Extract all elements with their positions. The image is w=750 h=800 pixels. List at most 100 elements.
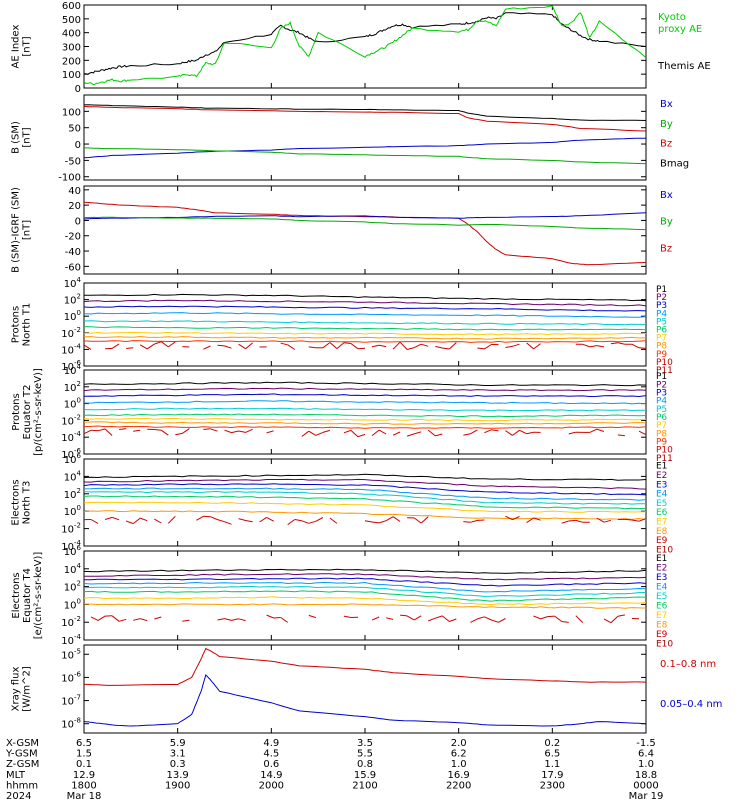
y-tick-label: 20: [68, 201, 81, 212]
plot-area: [84, 293, 646, 350]
series-p10-segment: [119, 428, 127, 430]
legend-entry: proxy AE: [658, 24, 702, 35]
legend-entry: E5: [656, 499, 667, 509]
series-p7: [84, 331, 646, 336]
series-p10-segment: [568, 431, 576, 435]
series-e9-segment: [308, 520, 316, 524]
series-e9-segment: [498, 618, 506, 623]
legend-entry: P5: [656, 405, 667, 415]
series-p10-segment: [617, 342, 626, 345]
series-e9-segment: [554, 615, 563, 622]
footer-cell: 5.9: [170, 738, 186, 749]
series-e9-segment: [315, 517, 324, 522]
y-axis-label: Equator T2: [22, 385, 33, 440]
orbit-footer-table: X-GSM 6.5 5.9 4.9 3.5 2.0 0.2 -1.5 Y-GSM 1.5 3.1 4.…: [5, 738, 663, 800]
series-p9: [84, 425, 646, 429]
series-p1: [84, 381, 646, 387]
series-p10-segment: [97, 428, 106, 432]
series-e9-segment: [154, 518, 162, 524]
y-tick-label: 10-2: [61, 326, 81, 340]
series-p10-segment: [322, 342, 331, 349]
legend-entry: E7: [656, 517, 667, 527]
series-e9-segment: [477, 616, 485, 620]
series-e9-segment: [126, 520, 134, 525]
series-p10-segment: [154, 341, 162, 345]
series-p10-segment: [336, 342, 345, 349]
legend-entry: P3: [656, 388, 667, 398]
series-p10-segment: [505, 345, 513, 348]
y-tick-label: 100: [64, 309, 81, 323]
legend-entry: 0.05–0.4 nm: [660, 699, 722, 710]
series-e9-segment: [470, 519, 478, 523]
y-tick-label: 10-5: [61, 647, 81, 661]
series-e1: [84, 568, 646, 574]
legend-entry: P7: [656, 334, 667, 344]
legend-entry: P9: [656, 438, 667, 448]
series-e9-segment: [533, 615, 541, 620]
series-p10-segment: [266, 430, 274, 434]
series-p8: [84, 421, 646, 425]
series-e9-segment: [526, 517, 534, 524]
series-p10-segment: [139, 344, 148, 350]
series-bx: [84, 212, 646, 220]
series-p10-segment: [343, 429, 352, 434]
series-p10-segment: [104, 428, 113, 436]
series-e9-segment: [287, 519, 296, 526]
y-tick-label: -40: [65, 247, 81, 258]
series-p10-segment: [505, 430, 513, 436]
legend-entry: Bz: [660, 139, 672, 150]
legend-entry: E3: [656, 480, 667, 490]
series-p9: [84, 340, 646, 343]
y-tick-label: 100: [64, 397, 81, 411]
legend-entry: E3: [656, 573, 667, 583]
footer-row-label: 2024: [6, 791, 31, 800]
legend-entry: Bz: [660, 243, 672, 254]
series-e9-segment: [224, 618, 232, 621]
series-e9-segment: [596, 517, 605, 523]
legend-entry: E7: [656, 611, 667, 621]
y-tick-label: 10-4: [61, 342, 81, 356]
series-p10-segment: [427, 429, 436, 437]
legend: 0.1–0.8 nm 0.05–0.4 nm: [660, 659, 722, 710]
legend-entry: Kyoto: [658, 12, 686, 23]
footer-cell: 1800: [71, 780, 96, 791]
y-tick-label: -60: [65, 262, 81, 273]
legend-entry: E9: [656, 536, 668, 546]
series-e9-segment: [491, 619, 499, 623]
series-e9-segment: [266, 516, 274, 522]
footer-cell: 6.5: [544, 749, 560, 760]
legend-entry: Bx: [660, 190, 673, 201]
series-p10-segment: [435, 433, 443, 437]
legend-entry: E6: [656, 601, 668, 611]
series-p10-segment: [175, 432, 183, 436]
footer-cell: 4.9: [263, 738, 279, 749]
series-e9-segment: [224, 521, 232, 525]
y-tick-label: 10-4: [61, 539, 81, 553]
series-e9-segment: [308, 614, 316, 619]
y-tick-label: 102: [64, 380, 81, 394]
y-tick-label: 10-4: [61, 430, 81, 444]
legend-entry: P7: [656, 421, 667, 431]
y-tick-label: 10-8: [61, 717, 81, 731]
series-e9-segment: [463, 521, 471, 523]
legend-entry: P2: [656, 293, 667, 303]
footer-row-label: Z-GSM: [6, 759, 39, 770]
series-p10-segment: [477, 347, 485, 350]
series-p8: [84, 335, 646, 340]
series-p10-segment: [245, 428, 253, 433]
series-p10-segment: [161, 429, 169, 436]
series-e9-segment: [505, 515, 513, 521]
series-e9-segment: [104, 516, 113, 520]
series-e4: [84, 487, 646, 501]
legend-entry: E4: [656, 582, 668, 592]
series-p10-segment: [301, 430, 310, 437]
series-e9-segment: [140, 618, 148, 622]
y-tick-label: 50: [68, 124, 81, 135]
legend-entry: Themis AE: [657, 61, 711, 72]
y-tick-label: 100: [62, 107, 81, 118]
footer-cell: 2200: [446, 780, 471, 791]
series-e5: [84, 585, 646, 597]
series-p10-segment: [638, 347, 646, 349]
